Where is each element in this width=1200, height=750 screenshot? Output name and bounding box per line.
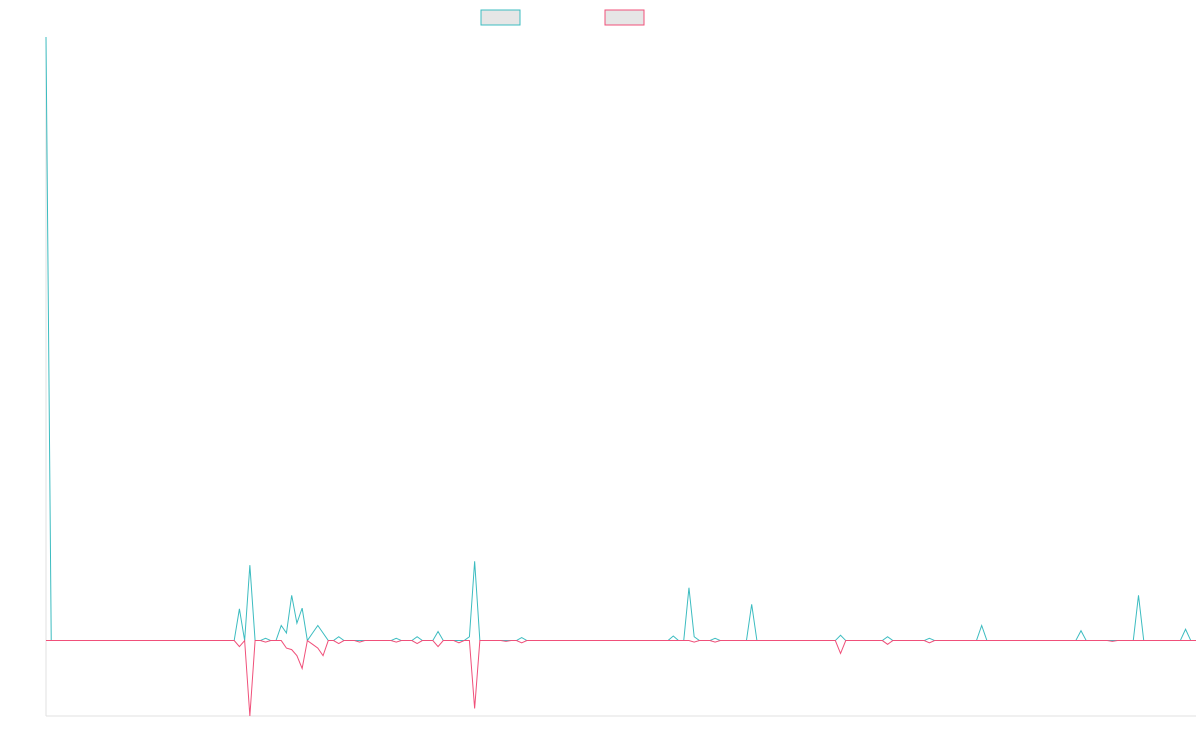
- series-line: [46, 639, 1196, 717]
- series-line: [45, 36, 1196, 642]
- legend-swatch: [604, 9, 645, 26]
- legend-swatch: [480, 9, 521, 26]
